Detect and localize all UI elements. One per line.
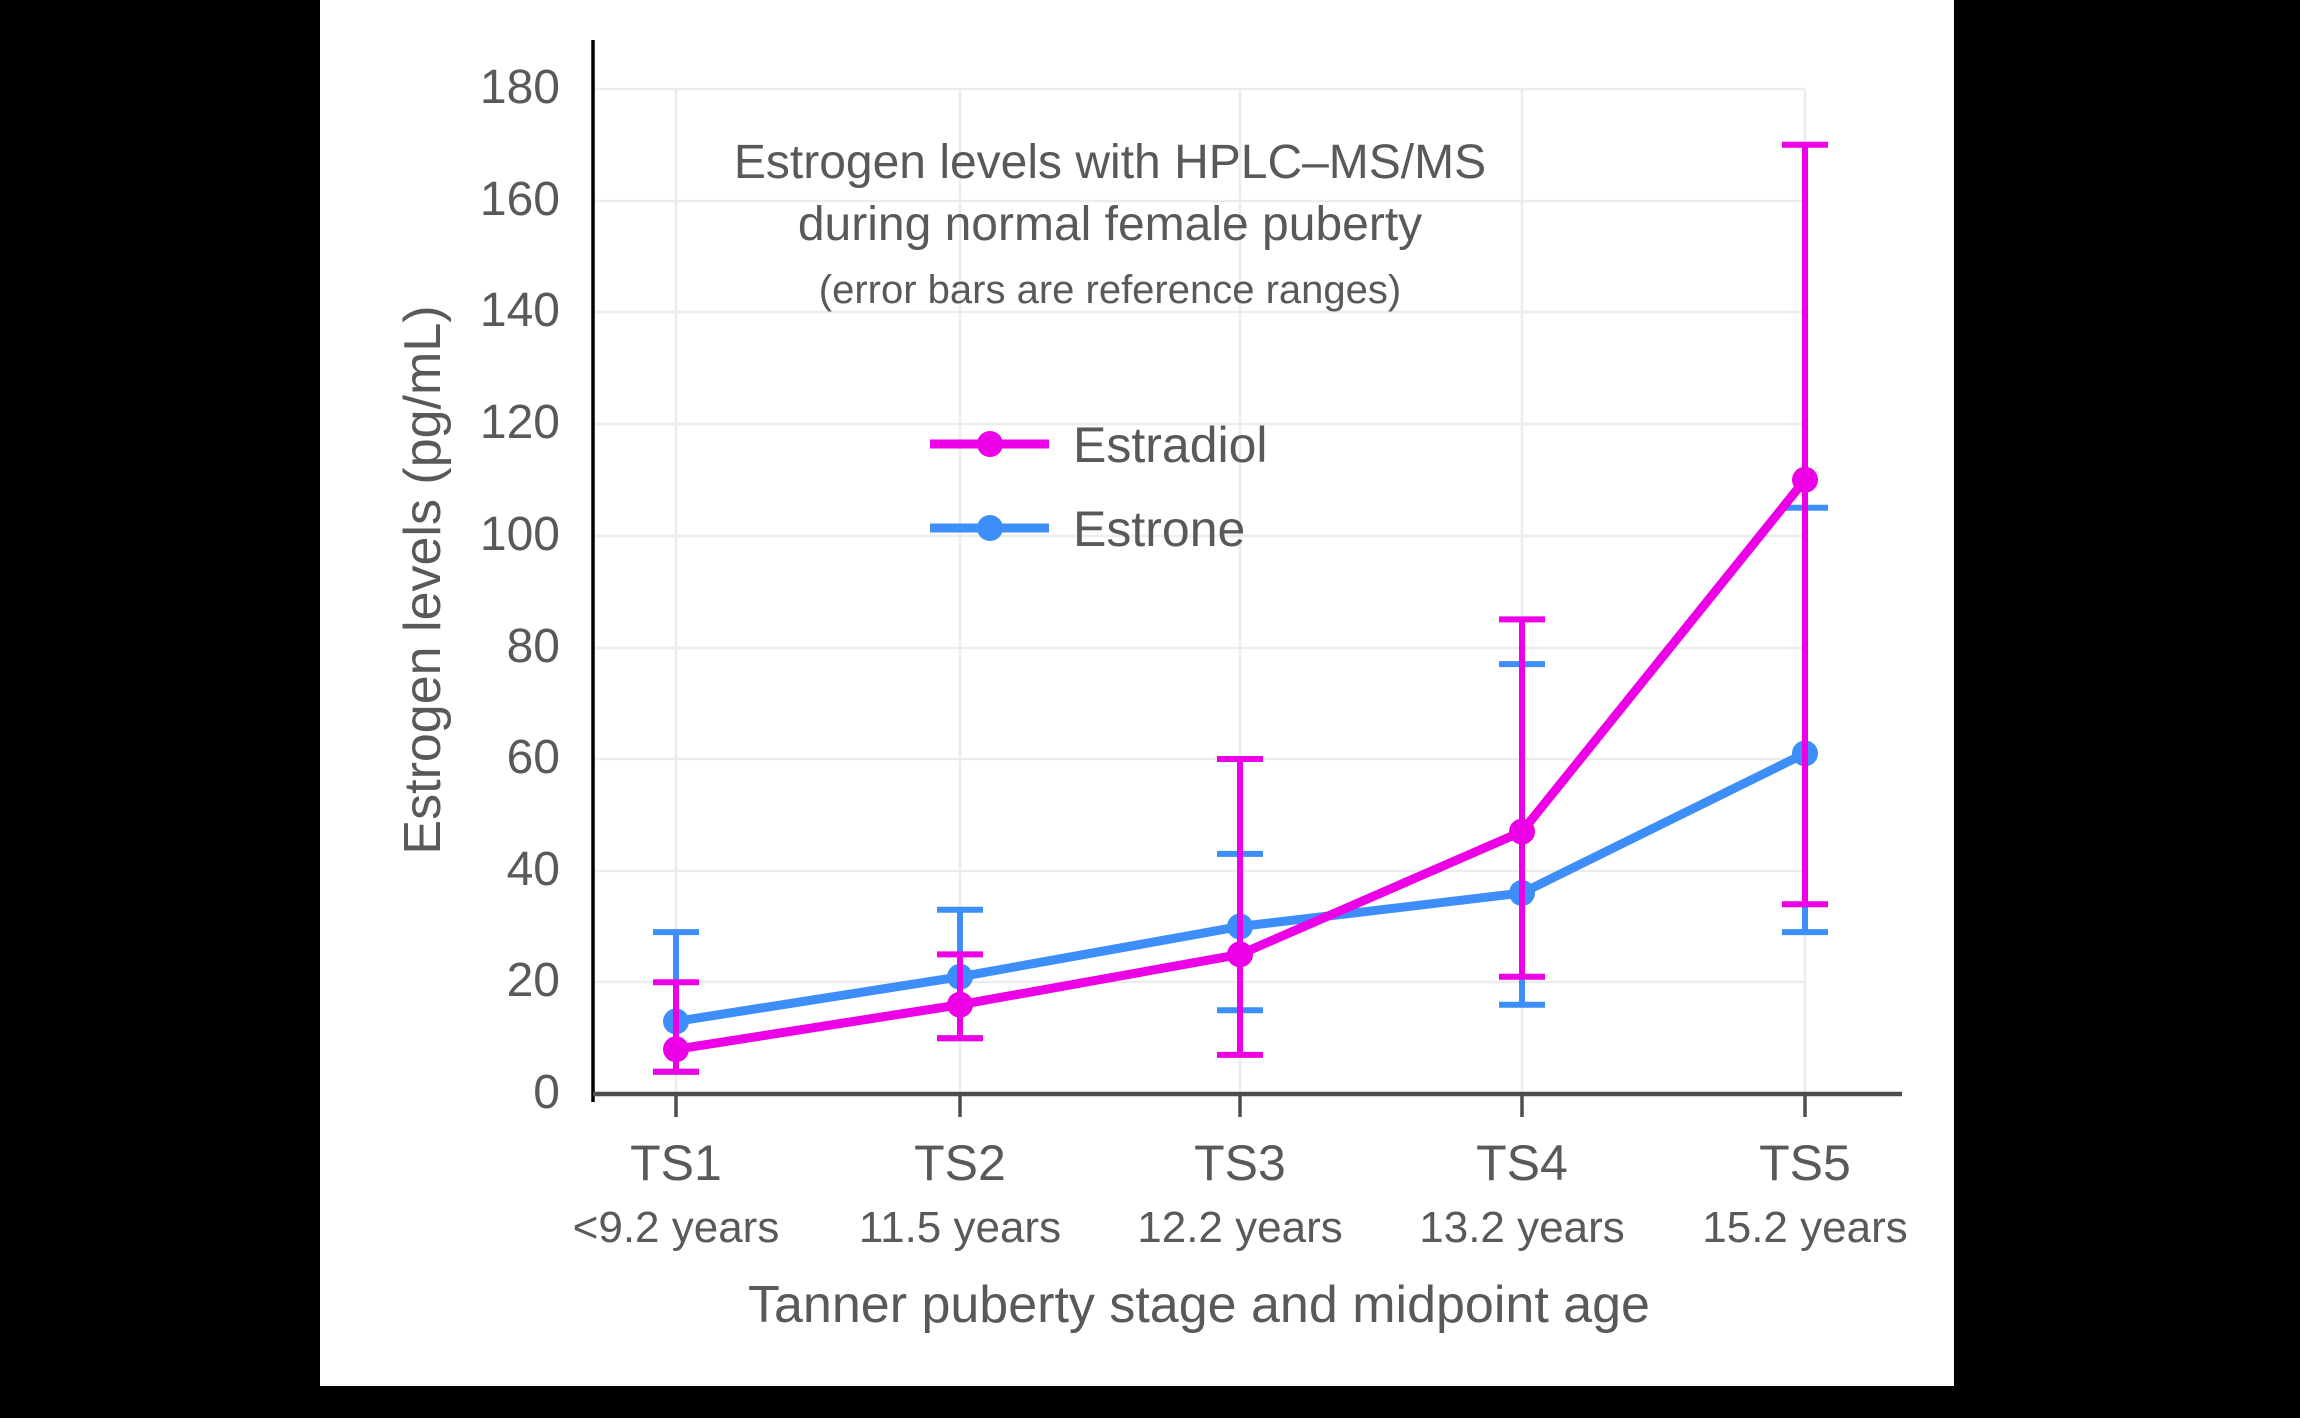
svg-text:180: 180 [480, 61, 560, 114]
svg-text:<9.2 years: <9.2 years [573, 1203, 780, 1252]
svg-text:0: 0 [533, 1066, 560, 1119]
svg-text:120: 120 [480, 396, 560, 449]
svg-text:TS4: TS4 [1476, 1135, 1568, 1191]
svg-text:80: 80 [507, 620, 560, 673]
svg-text:11.5 years: 11.5 years [859, 1203, 1061, 1252]
svg-text:15.2 years: 15.2 years [1702, 1203, 1907, 1252]
svg-text:140: 140 [480, 284, 560, 337]
svg-text:TS1: TS1 [630, 1135, 722, 1191]
svg-text:(error bars are reference rang: (error bars are reference ranges) [819, 268, 1401, 312]
svg-text:100: 100 [480, 508, 560, 561]
svg-text:40: 40 [507, 843, 560, 896]
svg-text:Estrogen levels (pg/mL): Estrogen levels (pg/mL) [394, 305, 452, 854]
svg-text:13.2 years: 13.2 years [1419, 1203, 1624, 1252]
svg-text:TS2: TS2 [914, 1135, 1006, 1191]
svg-text:60: 60 [507, 731, 560, 784]
svg-text:160: 160 [480, 173, 560, 226]
svg-text:during normal female puberty: during normal female puberty [798, 198, 1422, 251]
svg-text:20: 20 [507, 954, 560, 1007]
svg-text:Estradiol: Estradiol [1073, 417, 1268, 473]
svg-text:Estrogen levels with HPLC–MS/M: Estrogen levels with HPLC–MS/MS [734, 136, 1486, 189]
svg-text:TS3: TS3 [1194, 1135, 1286, 1191]
svg-text:Estrone: Estrone [1073, 501, 1245, 557]
svg-text:Tanner puberty stage and midpo: Tanner puberty stage and midpoint age [748, 1276, 1650, 1334]
svg-text:TS5: TS5 [1759, 1135, 1851, 1191]
svg-text:12.2 years: 12.2 years [1137, 1203, 1342, 1252]
